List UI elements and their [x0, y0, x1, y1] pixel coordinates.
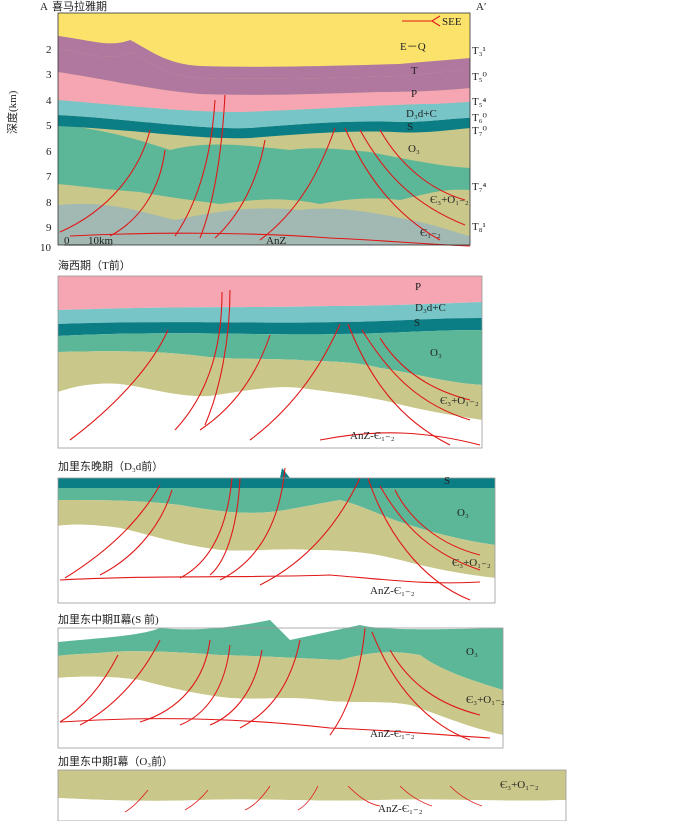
- axis-tick: 8: [46, 197, 52, 209]
- layer-label-eq: E－Q: [400, 41, 426, 53]
- layer-label-anz: AnZ-Є₁₋₂: [370, 728, 415, 740]
- axis-tick: 5: [46, 120, 52, 132]
- layer-d3dc: [58, 100, 470, 129]
- scale-end: 10km: [88, 235, 114, 247]
- faults: [59, 467, 481, 601]
- scale-bar: 0 10km: [64, 235, 114, 247]
- horizon-label: T₅⁴: [472, 96, 487, 108]
- layer-o3: [58, 125, 470, 204]
- layer-anz: [58, 203, 470, 245]
- axis-tick: 10: [40, 242, 52, 254]
- panel-title: 喜马拉雅期: [52, 0, 107, 13]
- layer-label-o3: O₃: [408, 143, 420, 155]
- layer-s: [58, 318, 482, 336]
- panel-mid-caledonian-2: 加里东中期Ⅱ幕(S 前) O₃ Є₃+O₁₋₂ AnZ-Є₁₋₂: [57, 612, 505, 749]
- layer-anz-c12: [58, 676, 503, 748]
- layer-label-c3o12: Є₃+O₁₋₂: [440, 395, 479, 407]
- layer-label-o3: O₃: [466, 646, 478, 658]
- corner-label-a: A: [40, 1, 48, 13]
- layer-label-anz: AnZ-Є₁₋₂: [370, 585, 415, 597]
- faults: [59, 94, 471, 247]
- layer-anz-c12: [58, 798, 566, 821]
- horizon-label: T₈¹: [472, 221, 486, 233]
- panel-himalayan: 喜马拉雅期 A A′: [5, 0, 488, 254]
- legend-see: SEE: [402, 15, 462, 28]
- panel-frame: [57, 477, 496, 604]
- panel-frame: [57, 769, 567, 821]
- layer-anz-c12: [58, 524, 495, 603]
- layer-anz-c12: [58, 383, 482, 448]
- panel-frame: [57, 627, 504, 749]
- panel-frame: [57, 275, 483, 449]
- layer-p: [58, 72, 470, 112]
- horizon-label: T₆⁰: [472, 112, 488, 124]
- axis-title: 深度(km): [5, 90, 19, 134]
- layer-label-p: P: [411, 88, 417, 100]
- layer-s: [58, 115, 470, 139]
- legend-fault-symbol: [402, 15, 441, 27]
- faults: [69, 289, 481, 446]
- layer-label-o3: O₃: [457, 507, 469, 519]
- layer-label-s: S: [414, 317, 420, 329]
- layer-label-c3o12: Є₃+O₁₋₂: [430, 194, 469, 206]
- layer-t: [58, 48, 470, 95]
- faults: [124, 785, 483, 813]
- layer-label-c3o12: Є₃+O₁₋₂: [452, 557, 491, 569]
- faults: [59, 627, 491, 741]
- horizon-label: T₅⁰: [472, 71, 488, 83]
- axis-tick: 6: [46, 146, 52, 158]
- layer-label-c3o12: Є₃+O₁₋₂: [500, 779, 539, 791]
- layer-o3: [58, 330, 482, 385]
- scale-start: 0: [64, 235, 70, 247]
- panel-hercynian: 海西期（T前） P D₃d+C S O₃ Є₃+O₁₋₂ AnZ-Є₁₋: [57, 258, 483, 449]
- layer-label-t: T: [411, 65, 418, 77]
- layer-c3-o12: [58, 770, 566, 801]
- panel-title: 加里东中期Ⅱ幕(S 前): [58, 612, 159, 626]
- layer-d3dc: [58, 302, 482, 324]
- layer-p: [58, 276, 482, 310]
- layer-label-s: S: [407, 121, 413, 133]
- layer-label-c12: Є₁₋₂: [420, 227, 441, 239]
- layer-label-o3: O₃: [430, 347, 442, 359]
- layer-label-d3dc: D₃d+C: [406, 108, 437, 120]
- panel-title: 加里东中期Ⅰ幕（O₃前）: [58, 754, 173, 768]
- layer-label-s: S: [444, 475, 450, 487]
- layer-label-d3dc: D₃d+C: [415, 302, 446, 314]
- layer-t-top: [58, 36, 470, 79]
- axis-tick: 4: [46, 95, 52, 107]
- layer-label-anz: AnZ-Є₁₋₂: [378, 803, 423, 815]
- panel-title: 加里东晚期（D₃d前）: [58, 459, 163, 473]
- horizon-label: T₃¹: [472, 45, 486, 57]
- layer-e-q: [58, 13, 470, 67]
- horizon-label: T₇⁰: [472, 125, 488, 137]
- panel-frame: [57, 12, 471, 246]
- depth-axis: 2 3 4 5 6 7 8 9 10 深度(km): [5, 44, 52, 254]
- legend-label: SEE: [442, 16, 462, 28]
- layer-c3-o12: [58, 351, 482, 420]
- layer-label-c3o12: Є₃+O₁₋₂: [466, 694, 505, 706]
- layer-label-anz: AnZ-Є₁₋₂: [350, 430, 395, 442]
- layer-label-anz: AnZ: [266, 235, 286, 247]
- axis-tick: 2: [46, 44, 52, 56]
- axis-tick: 9: [46, 222, 52, 234]
- axis-tick: 3: [46, 69, 52, 81]
- panel-title: 海西期（T前）: [58, 258, 131, 272]
- layer-label-p: P: [415, 281, 421, 293]
- layer-o3: [58, 620, 503, 690]
- corner-label-a-prime: A′: [476, 1, 486, 13]
- panel-late-caledonian: 加里东晚期（D₃d前） S O₃ Є₃+O₁₋₂ AnZ-Є₁₋₂: [57, 459, 496, 604]
- axis-tick: 7: [46, 171, 52, 183]
- panel-mid-caledonian-1: 加里东中期Ⅰ幕（O₃前） Є₃+O₁₋₂ AnZ-Є₁₋₂: [57, 754, 567, 821]
- horizon-label: T₇⁴: [472, 181, 487, 193]
